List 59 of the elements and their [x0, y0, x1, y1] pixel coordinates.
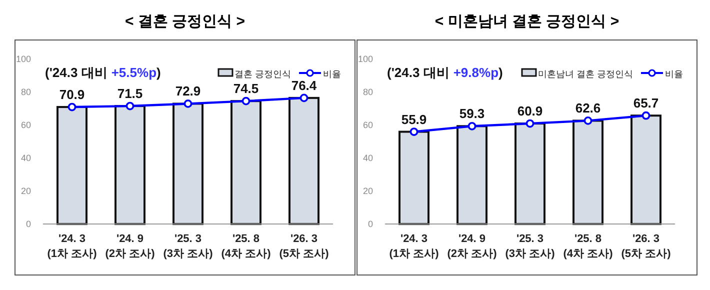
y-tick-label: 20 [362, 186, 373, 196]
point [468, 122, 476, 130]
x-tick-label: '26. 3 (5차 조사) [279, 233, 330, 260]
point [526, 119, 534, 128]
legend-label: 비율 [665, 69, 683, 79]
x-tick-label: '24. 9 (2차 조사) [105, 233, 156, 260]
annotation: ) [156, 65, 161, 80]
bar [514, 122, 546, 225]
data-label: 76.4 [291, 78, 318, 93]
x-tick-label: '25. 3 (3차 조사) [163, 233, 214, 260]
x-tick-label: '25. 8 (4차 조사) [221, 233, 272, 260]
chart-title: < 미혼남녀 결혼 긍정인식 > [434, 13, 620, 30]
y-tick-label: 60 [362, 120, 373, 130]
point [126, 102, 134, 110]
annotation: ('24.3 대비 [45, 65, 108, 80]
bar [398, 130, 430, 225]
y-tick-label: 100 [358, 54, 373, 64]
annotation: ) [498, 65, 503, 80]
data-label: 59.3 [459, 106, 485, 122]
data-label: 70.9 [59, 87, 85, 102]
y-tick-label: 0 [368, 219, 373, 229]
annotation: +5.5%p [111, 65, 157, 80]
point [68, 102, 76, 112]
data-label: 74.5 [233, 81, 259, 96]
x-tick-label: '26. 3 (5차 조사) [621, 233, 672, 260]
data-label: 62.6 [575, 100, 601, 116]
point [410, 128, 418, 136]
legend-label: 결혼 긍정인식 [234, 69, 291, 79]
data-label: 55.9 [401, 112, 427, 127]
annotation: +9.8%p [453, 65, 499, 80]
y-tick-label: 100 [16, 54, 31, 64]
data-label: 65.7 [633, 96, 659, 111]
chart-title: < 결혼 긍정인식 > [124, 13, 246, 30]
data-label: 72.9 [175, 84, 201, 99]
y-tick-label: 20 [20, 186, 31, 196]
point [642, 111, 650, 120]
bar [630, 114, 662, 225]
point [184, 100, 192, 108]
y-tick-label: 0 [26, 219, 31, 229]
data-label: 60.9 [517, 104, 543, 119]
legend-label: 비율 [323, 69, 341, 79]
x-tick-label: '24. 3 (1차 조사) [389, 233, 440, 260]
x-tick-label: '25. 3 (3차 조사) [505, 233, 556, 260]
point [242, 96, 250, 106]
legend-label: 미혼남녀 결혼 긍정인식 [538, 69, 633, 79]
y-tick-label: 60 [20, 120, 31, 130]
point [584, 116, 592, 125]
y-tick-label: 80 [362, 87, 373, 97]
bar [572, 120, 604, 225]
bar [456, 125, 488, 225]
y-tick-label: 80 [20, 87, 31, 97]
x-tick-label: '24. 9 (2차 조사) [447, 233, 498, 260]
point [300, 94, 308, 102]
x-tick-label: '24. 3 (1차 조사) [47, 233, 98, 260]
x-tick-label: '25. 8 (4차 조사) [563, 233, 614, 260]
annotation: ('24.3 대비 [387, 65, 450, 80]
y-tick-label: 40 [362, 153, 373, 163]
data-label: 71.5 [117, 86, 143, 102]
y-tick-label: 40 [20, 153, 31, 163]
